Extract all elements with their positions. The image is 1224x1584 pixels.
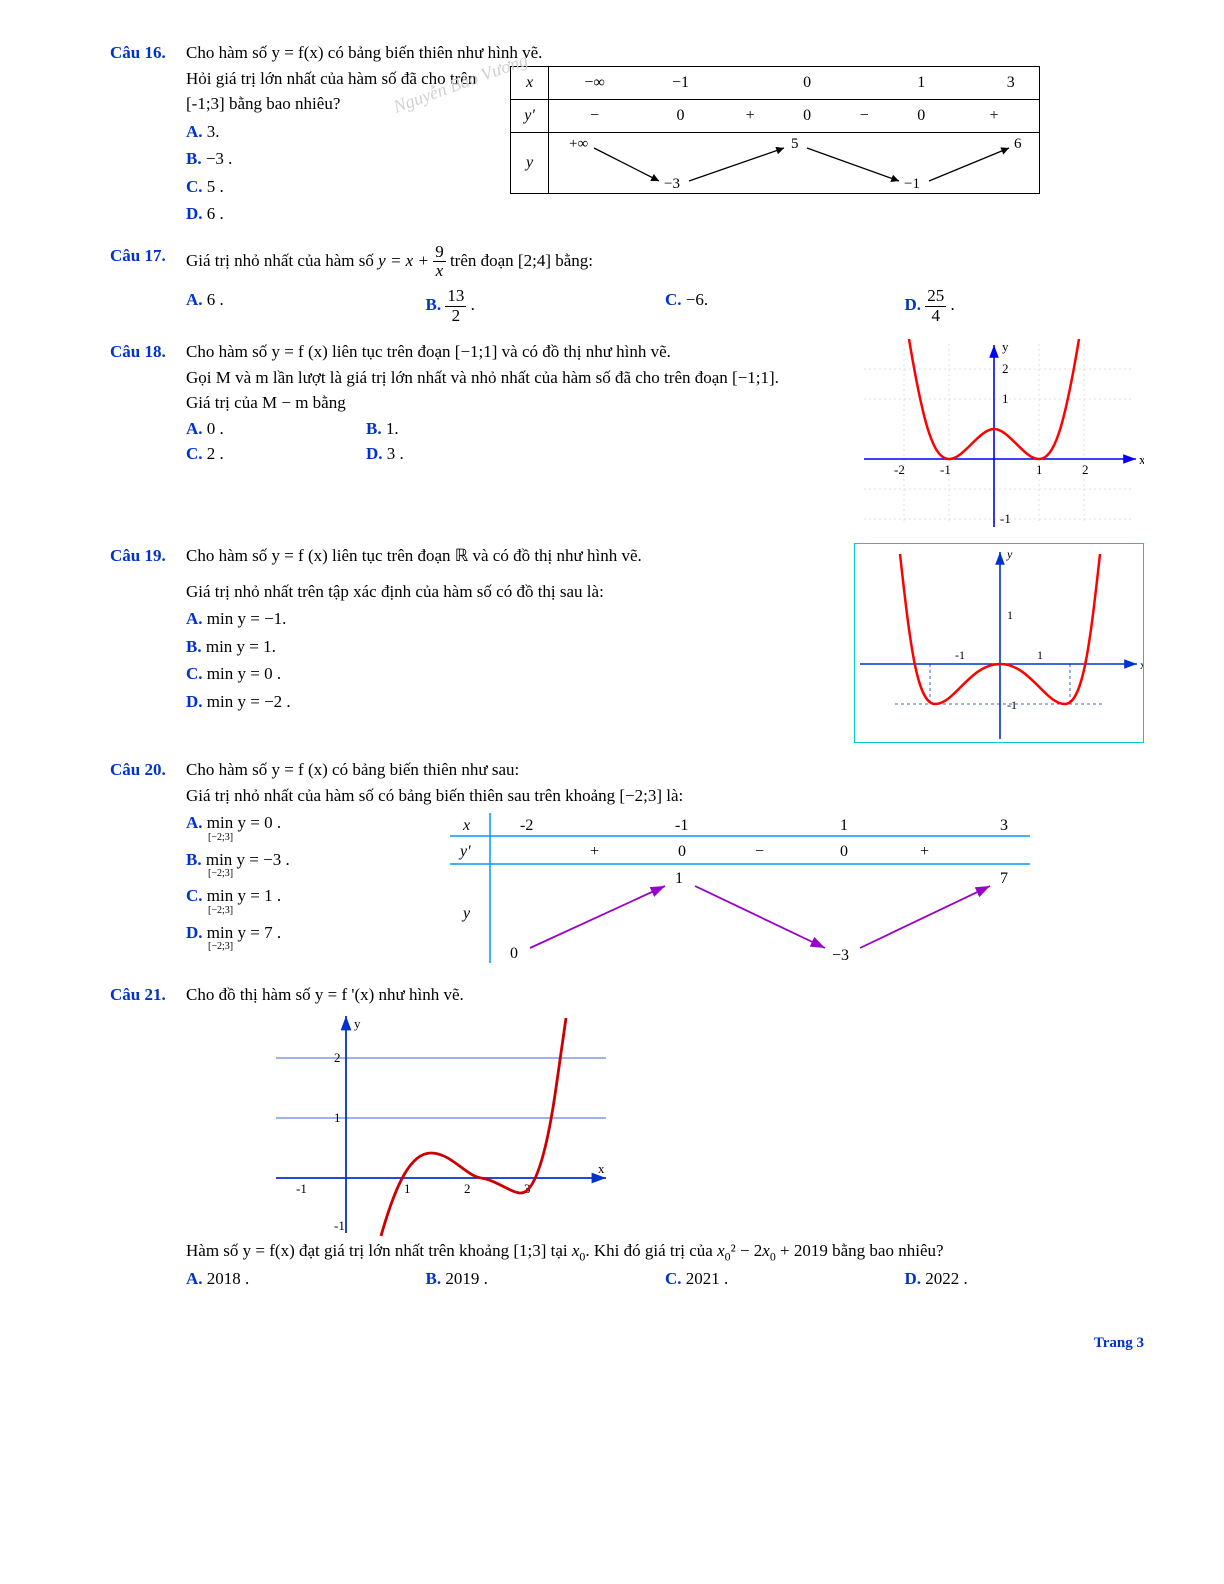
svg-text:x: x bbox=[1139, 452, 1144, 467]
svg-text:-1: -1 bbox=[1000, 511, 1011, 526]
svg-text:y: y bbox=[461, 905, 471, 922]
q18-stem: Cho hàm số y = f (x) liên tục trên đoạn … bbox=[186, 339, 830, 365]
q16-opt-c: 5 . bbox=[207, 177, 224, 196]
q16-variation-table: x −∞ −1 0 1 3 y' − 0 + bbox=[510, 66, 1040, 194]
q-label: Câu 16. bbox=[110, 40, 186, 229]
svg-text:0: 0 bbox=[510, 945, 518, 962]
svg-text:x: x bbox=[598, 1161, 605, 1176]
svg-text:1: 1 bbox=[675, 870, 683, 887]
svg-text:-1: -1 bbox=[334, 1218, 345, 1233]
svg-text:1: 1 bbox=[1036, 462, 1043, 477]
svg-text:y': y' bbox=[458, 843, 471, 860]
q18-graph: x y -1 1 -2 2 1 2 -1 bbox=[854, 339, 1144, 529]
svg-text:x: x bbox=[462, 817, 470, 834]
question-16: Câu 16. Cho hàm số y = f(x) có bảng biến… bbox=[110, 40, 1144, 229]
q16-sub: Hỏi giá trị lớn nhất của hàm số đã cho t… bbox=[186, 66, 486, 117]
q16-arrows: +∞ −3 5 −1 6 bbox=[549, 133, 1039, 193]
svg-text:0: 0 bbox=[678, 843, 686, 860]
svg-text:1: 1 bbox=[334, 1110, 341, 1125]
q16-opt-b: −3 . bbox=[206, 149, 233, 168]
q16-opt-d: 6 . bbox=[207, 204, 224, 223]
svg-text:-1: -1 bbox=[675, 817, 688, 834]
svg-text:0: 0 bbox=[840, 843, 848, 860]
svg-text:3: 3 bbox=[1000, 817, 1008, 834]
svg-text:x: x bbox=[1140, 658, 1144, 672]
svg-text:−3: −3 bbox=[664, 176, 680, 192]
svg-text:6: 6 bbox=[1014, 136, 1022, 152]
svg-text:7: 7 bbox=[1000, 870, 1008, 887]
q19-graph: x y -1 1 1 -1 bbox=[854, 543, 1144, 743]
q17-c: −6. bbox=[686, 290, 708, 309]
q21-graph: yx 12 -1 123 -1 bbox=[266, 1008, 616, 1238]
svg-text:+: + bbox=[920, 843, 929, 860]
svg-text:2: 2 bbox=[334, 1050, 341, 1065]
question-20: Câu 20. Cho hàm số y = f (x) có bảng biế… bbox=[110, 757, 1144, 968]
page-footer: Trang 3 bbox=[110, 1332, 1144, 1355]
q16-stem: Cho hàm số y = f(x) có bảng biến thiên n… bbox=[186, 40, 1144, 66]
svg-text:2: 2 bbox=[464, 1181, 471, 1196]
q21-line2: Hàm số y = f(x) đạt giá trị lớn nhất trê… bbox=[186, 1238, 1144, 1266]
svg-text:y: y bbox=[1002, 339, 1009, 354]
svg-text:-1: -1 bbox=[940, 462, 951, 477]
q16-opt-a: 3. bbox=[207, 122, 220, 141]
svg-text:+: + bbox=[590, 843, 599, 860]
svg-text:1: 1 bbox=[404, 1181, 411, 1196]
question-18: Câu 18. Cho hàm số y = f (x) liên tục tr… bbox=[110, 339, 1144, 529]
svg-text:1: 1 bbox=[1037, 648, 1043, 662]
svg-text:−1: −1 bbox=[904, 176, 920, 192]
svg-text:-2: -2 bbox=[520, 817, 533, 834]
svg-text:-1: -1 bbox=[1007, 698, 1017, 712]
svg-text:1: 1 bbox=[1002, 391, 1009, 406]
q17-a: 6 . bbox=[207, 290, 224, 309]
svg-text:1: 1 bbox=[840, 817, 848, 834]
svg-text:+∞: +∞ bbox=[569, 136, 588, 152]
svg-text:y: y bbox=[1006, 547, 1013, 561]
svg-text:−: − bbox=[755, 843, 764, 860]
svg-text:-1: -1 bbox=[955, 648, 965, 662]
svg-text:1: 1 bbox=[1007, 608, 1013, 622]
svg-text:2: 2 bbox=[1082, 462, 1089, 477]
q17-stem: Giá trị nhỏ nhất của hàm số y = x + 9x t… bbox=[186, 243, 1144, 281]
svg-text:-1: -1 bbox=[296, 1181, 307, 1196]
svg-text:5: 5 bbox=[791, 136, 799, 152]
svg-text:−3: −3 bbox=[832, 947, 849, 964]
svg-text:2: 2 bbox=[1002, 361, 1009, 376]
question-19: Câu 19. Cho hàm số y = f (x) liên tục tr… bbox=[110, 543, 1144, 743]
question-17: Câu 17. Giá trị nhỏ nhất của hàm số y = … bbox=[110, 243, 1144, 326]
q20-variation-table: x y' y -2 -1 1 3 + 0 − 0 + 0 1 −3 bbox=[440, 808, 1040, 968]
svg-text:y: y bbox=[354, 1016, 361, 1031]
question-21: Câu 21. Cho đồ thị hàm số y = f '(x) như… bbox=[110, 982, 1144, 1291]
svg-text:-2: -2 bbox=[894, 462, 905, 477]
